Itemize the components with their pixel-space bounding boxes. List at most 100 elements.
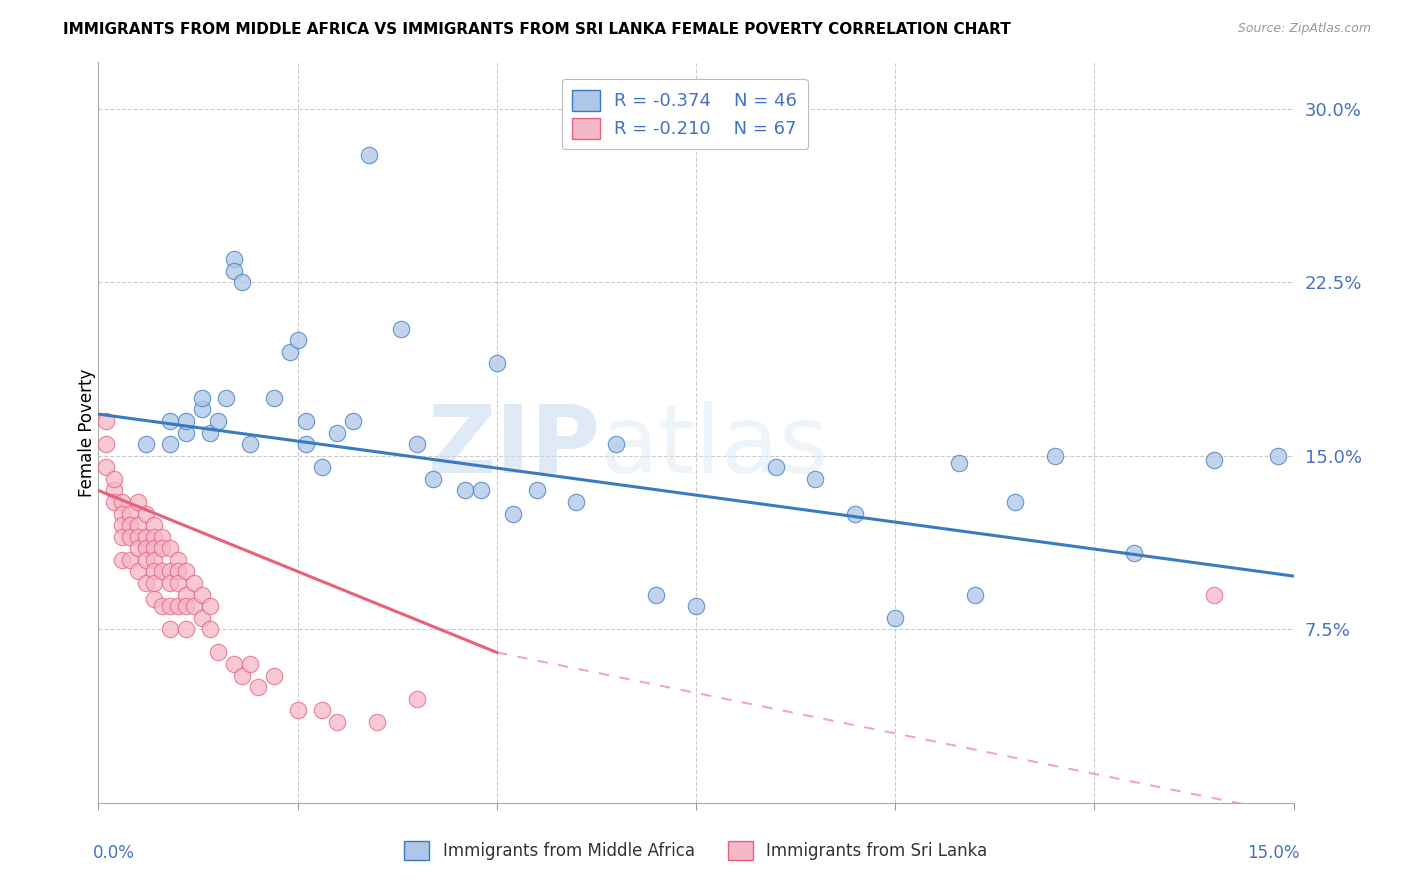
- Point: [239, 437, 262, 451]
- Point: [207, 645, 229, 659]
- Point: [884, 610, 907, 624]
- Point: [198, 622, 221, 636]
- Point: [948, 456, 970, 470]
- Point: [174, 425, 197, 440]
- Point: [159, 599, 181, 614]
- Point: [207, 414, 229, 428]
- Point: [287, 333, 309, 347]
- Point: [191, 402, 214, 417]
- Point: [135, 553, 157, 567]
- Point: [605, 437, 627, 451]
- Point: [215, 391, 238, 405]
- Point: [174, 599, 197, 614]
- Legend: Immigrants from Middle Africa, Immigrants from Sri Lanka: Immigrants from Middle Africa, Immigrant…: [396, 832, 995, 869]
- Point: [183, 576, 205, 591]
- Point: [159, 565, 181, 579]
- Point: [326, 425, 349, 440]
- Point: [96, 460, 118, 475]
- Point: [1123, 546, 1146, 560]
- Point: [120, 553, 142, 567]
- Point: [1267, 449, 1289, 463]
- Point: [143, 541, 166, 556]
- Point: [294, 437, 316, 451]
- Point: [174, 588, 197, 602]
- Point: [120, 530, 142, 544]
- Point: [96, 414, 118, 428]
- Point: [111, 518, 134, 533]
- Point: [191, 588, 214, 602]
- Point: [1004, 495, 1026, 509]
- Point: [167, 553, 190, 567]
- Point: [103, 472, 125, 486]
- Point: [311, 460, 333, 475]
- Point: [127, 530, 149, 544]
- Point: [135, 541, 157, 556]
- Point: [127, 518, 149, 533]
- Point: [278, 344, 301, 359]
- Point: [150, 565, 173, 579]
- Point: [565, 495, 588, 509]
- Point: [231, 668, 253, 682]
- Point: [222, 252, 245, 266]
- Point: [143, 565, 166, 579]
- Point: [191, 610, 214, 624]
- Point: [111, 553, 134, 567]
- Point: [287, 703, 309, 717]
- Point: [294, 414, 316, 428]
- Point: [422, 472, 444, 486]
- Point: [406, 691, 429, 706]
- Point: [159, 414, 181, 428]
- Point: [167, 565, 190, 579]
- Text: IMMIGRANTS FROM MIDDLE AFRICA VS IMMIGRANTS FROM SRI LANKA FEMALE POVERTY CORREL: IMMIGRANTS FROM MIDDLE AFRICA VS IMMIGRA…: [63, 22, 1011, 37]
- Point: [342, 414, 364, 428]
- Point: [143, 592, 166, 607]
- Point: [359, 148, 381, 162]
- Point: [159, 541, 181, 556]
- Point: [143, 530, 166, 544]
- Point: [103, 483, 125, 498]
- Point: [191, 391, 214, 405]
- Y-axis label: Female Poverty: Female Poverty: [79, 368, 96, 497]
- Text: 0.0%: 0.0%: [93, 845, 135, 863]
- Point: [174, 565, 197, 579]
- Point: [120, 518, 142, 533]
- Point: [127, 565, 149, 579]
- Point: [159, 576, 181, 591]
- Point: [326, 714, 349, 729]
- Text: ZIP: ZIP: [427, 401, 600, 493]
- Point: [685, 599, 707, 614]
- Point: [231, 275, 253, 289]
- Point: [470, 483, 492, 498]
- Point: [239, 657, 262, 671]
- Point: [127, 541, 149, 556]
- Point: [135, 507, 157, 521]
- Point: [366, 714, 388, 729]
- Point: [485, 356, 508, 370]
- Text: 15.0%: 15.0%: [1247, 845, 1299, 863]
- Point: [120, 507, 142, 521]
- Point: [167, 576, 190, 591]
- Point: [804, 472, 827, 486]
- Point: [406, 437, 429, 451]
- Point: [222, 657, 245, 671]
- Point: [111, 495, 134, 509]
- Point: [526, 483, 548, 498]
- Point: [135, 437, 157, 451]
- Point: [135, 576, 157, 591]
- Point: [167, 599, 190, 614]
- Text: atlas: atlas: [600, 401, 828, 493]
- Point: [96, 437, 118, 451]
- Point: [135, 530, 157, 544]
- Point: [143, 518, 166, 533]
- Point: [963, 588, 986, 602]
- Text: Source: ZipAtlas.com: Source: ZipAtlas.com: [1237, 22, 1371, 36]
- Point: [765, 460, 787, 475]
- Point: [111, 530, 134, 544]
- Point: [174, 414, 197, 428]
- Point: [1202, 588, 1225, 602]
- Point: [150, 530, 173, 544]
- Point: [103, 495, 125, 509]
- Point: [159, 437, 181, 451]
- Point: [502, 507, 524, 521]
- Point: [159, 622, 181, 636]
